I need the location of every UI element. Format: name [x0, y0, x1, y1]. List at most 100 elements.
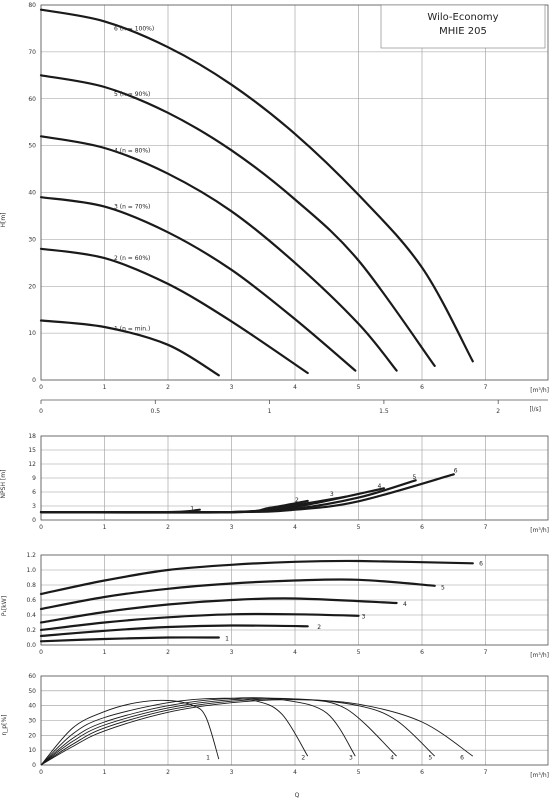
head-curve-label-5: 5 (n = 90%)	[114, 91, 150, 98]
power-curve-label-2: 2	[317, 624, 321, 631]
power-curve-4	[39, 597, 398, 624]
x-tick-label: 2	[166, 769, 170, 776]
power-curve-label-5: 5	[441, 584, 445, 591]
head-curve-label-3: 3 (n = 70%)	[114, 204, 150, 211]
power-curve-label-1: 1	[225, 635, 229, 642]
npsh-curve-6	[39, 473, 455, 514]
npsh-curve-label-2: 2	[295, 497, 299, 504]
plot-frame	[40, 4, 549, 381]
x-tick-label: 2	[166, 384, 170, 391]
x-tick-label: 7	[484, 524, 488, 531]
x-tick-label: 0	[39, 384, 43, 391]
power-curve-label-3: 3	[362, 614, 366, 621]
plot-frame	[40, 435, 549, 521]
npsh-curve-label-3: 3	[330, 491, 334, 498]
y-tick-label: 0.4	[26, 612, 36, 619]
y-tick-label: 20	[28, 283, 36, 290]
ls-tick-label: 1	[268, 408, 272, 415]
grid	[40, 554, 548, 646]
npsh-curve-5	[39, 479, 417, 514]
y-tick-label: 30	[28, 236, 36, 243]
efficiency-curve-3	[40, 697, 356, 766]
x-tick-label: 3	[230, 524, 234, 531]
y-axis-label: NPSH [m]	[0, 470, 7, 499]
y-tick-label: 60	[28, 673, 36, 680]
y-tick-label: 1.2	[26, 552, 36, 559]
x-tick-label: 4	[293, 524, 297, 531]
plot-frame	[40, 554, 549, 646]
x-tick-label: 0	[39, 769, 43, 776]
y-tick-label: 0	[32, 377, 36, 384]
npsh-curve-label-6: 6	[454, 468, 458, 475]
y-tick-label: 40	[28, 703, 36, 710]
power-curve-label-6: 6	[479, 560, 483, 567]
x-tick-label: 3	[230, 769, 234, 776]
x-tick-label: 6	[420, 769, 424, 776]
x-tick-label: 3	[230, 649, 234, 656]
y-tick-label: 60	[28, 96, 36, 103]
efficiency-curve-label-5: 5	[428, 755, 432, 762]
npsh-curve-label-1: 1	[190, 505, 194, 512]
x-tick-label: 7	[484, 649, 488, 656]
efficiency-curve-2	[40, 697, 309, 766]
x-tick-label: 5	[357, 649, 361, 656]
x-unit-label: [m³/h]	[530, 652, 549, 659]
title-line-1: Wilo-Economy	[427, 12, 498, 23]
y-tick-label: 6	[32, 489, 36, 496]
power-curve-6	[39, 559, 474, 596]
y-tick-label: 0	[32, 517, 36, 524]
y-tick-label: 20	[28, 732, 36, 739]
head-chart: 0 10 20 30 40 50 60 70 80 0 1 2 3 4 5 6 7 [m³/h] H[m] 1 (n …	[0, 2, 549, 394]
x-tick-label: 4	[293, 384, 297, 391]
y-tick-label: 0	[32, 762, 36, 769]
efficiency-curve-6	[40, 699, 474, 766]
y-tick-label: 3	[32, 503, 36, 510]
grid	[40, 4, 548, 381]
y-axis-label: η_p[%]	[1, 715, 8, 736]
efficiency-curve-4	[40, 697, 397, 766]
power-curve-3	[39, 612, 360, 632]
head-curve-3	[39, 196, 357, 372]
x-tick-label: 5	[357, 524, 361, 531]
y-tick-label: 50	[28, 143, 36, 150]
x-tick-label: 7	[484, 384, 488, 391]
efficiency-curve-5	[40, 698, 436, 766]
x-unit-label: [m³/h]	[530, 387, 549, 394]
y-axis-label: P₁[kW]	[1, 596, 8, 616]
y-tick-label: 1.0	[26, 567, 36, 574]
efficiency-curve-label-1: 1	[206, 755, 210, 762]
ls-tick-label: 0.5	[151, 408, 161, 415]
y-tick-label: 80	[28, 2, 36, 9]
title-line-2: MHIE 205	[439, 26, 487, 37]
x-tick-label: 2	[166, 524, 170, 531]
ls-tick-label: 1.5	[379, 408, 389, 415]
x-tick-label: 4	[293, 769, 297, 776]
head-curve-label-2: 2 (n = 60%)	[114, 255, 150, 262]
y-tick-label: 15	[28, 447, 36, 454]
head-curve-label-1: 1 (n = min.)	[114, 325, 150, 332]
ls-unit-label: [l/s]	[530, 406, 542, 413]
x-tick-label: 2	[166, 649, 170, 656]
efficiency-curve-label-2: 2	[301, 755, 305, 762]
y-tick-label: 0.8	[26, 582, 36, 589]
head-curve-1	[39, 319, 220, 377]
head-curve-label-4: 4 (n = 80%)	[114, 147, 150, 154]
x-unit-label: [m³/h]	[530, 527, 549, 534]
power-chart: 0.0 0.2 0.4 0.6 0.8 1.0 1.2 0 1 2 3 4 5 6 7 [m³/h] P₁[kW…	[1, 552, 549, 659]
x-tick-label: 6	[420, 649, 424, 656]
x-tick-label: 1	[103, 649, 107, 656]
y-tick-label: 0.6	[26, 597, 36, 604]
power-curve-label-4: 4	[403, 601, 407, 608]
power-curve-1	[39, 636, 220, 643]
x-tick-label: 5	[357, 384, 361, 391]
x-tick-label: 4	[293, 649, 297, 656]
x-tick-label: 0	[39, 649, 43, 656]
y-tick-label: 12	[28, 461, 36, 468]
efficiency-curve-label-3: 3	[349, 755, 353, 762]
x-tick-label: 6	[420, 524, 424, 531]
y-tick-label: 10	[28, 747, 36, 754]
plot-frame	[40, 675, 549, 766]
